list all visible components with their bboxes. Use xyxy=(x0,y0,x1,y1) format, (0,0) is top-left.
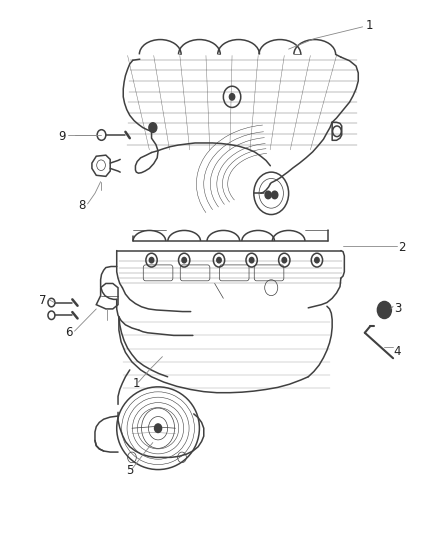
Text: 8: 8 xyxy=(78,199,85,212)
Circle shape xyxy=(149,123,157,132)
Circle shape xyxy=(250,257,254,263)
Text: 9: 9 xyxy=(59,130,66,143)
Text: 4: 4 xyxy=(394,345,401,358)
Text: 6: 6 xyxy=(65,326,73,340)
Text: 7: 7 xyxy=(39,294,46,308)
Circle shape xyxy=(282,257,286,263)
Circle shape xyxy=(217,257,221,263)
Circle shape xyxy=(315,257,319,263)
Circle shape xyxy=(272,191,278,199)
Circle shape xyxy=(149,257,154,263)
Text: 1: 1 xyxy=(365,19,373,32)
Text: 5: 5 xyxy=(126,464,134,477)
Circle shape xyxy=(230,94,235,100)
Text: 2: 2 xyxy=(398,241,406,254)
Text: 3: 3 xyxy=(394,302,401,316)
Text: 1: 1 xyxy=(133,377,140,390)
Circle shape xyxy=(378,302,391,318)
Circle shape xyxy=(155,424,162,432)
Circle shape xyxy=(182,257,186,263)
Circle shape xyxy=(265,191,271,199)
